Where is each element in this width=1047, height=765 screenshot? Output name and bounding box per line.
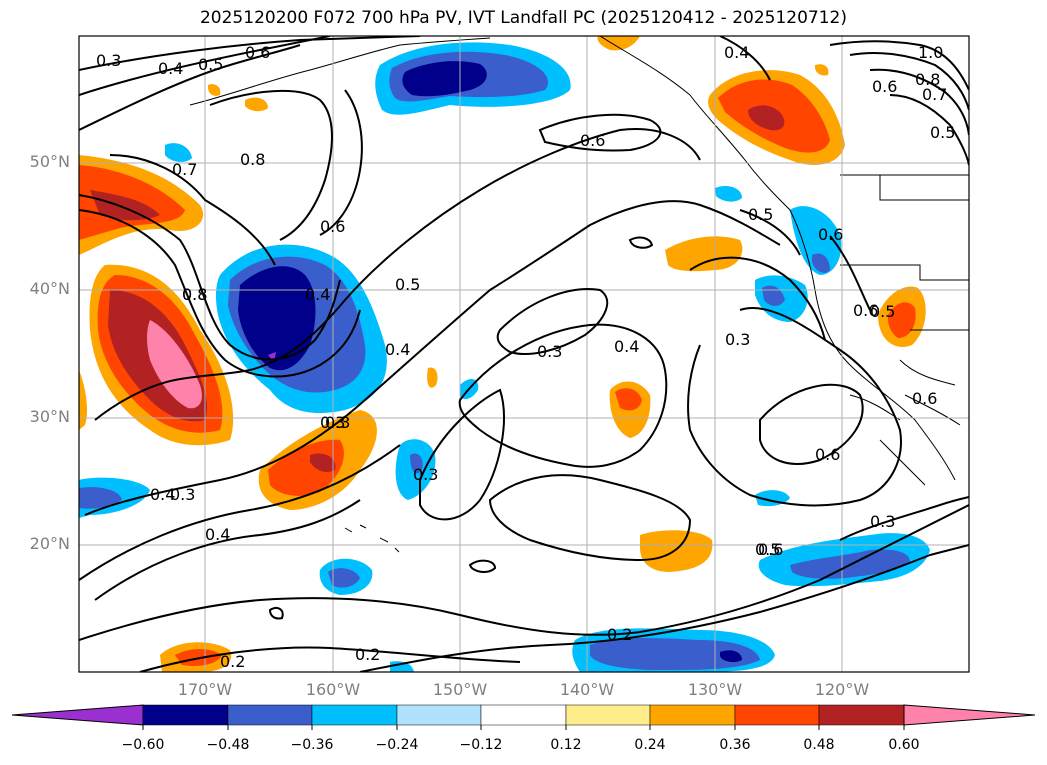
colorbar-segment (565, 704, 651, 726)
contour-label: 0.3 (537, 342, 562, 361)
contour-label: 0.7 (172, 160, 197, 179)
contour-label: 0.3 (413, 465, 438, 484)
colorbar-segment (142, 704, 229, 726)
pv-contours (79, 36, 969, 672)
contour-label: 0.4 (305, 285, 330, 304)
contour-label: 0.2 (220, 652, 245, 671)
contour-label: 0.3 (96, 51, 121, 70)
lat-label-20n: 20°N (29, 534, 70, 553)
contour-label: 0.4 (614, 337, 639, 356)
colorbar-tick-label: 0.12 (550, 737, 582, 753)
contour-label: 0.4 (385, 340, 410, 359)
colorbar-tick-label: −0.60 (121, 737, 165, 753)
contour-label: 0.3 (725, 330, 750, 349)
contour-label: 0.6 (580, 131, 605, 150)
colorbar (11, 704, 1036, 730)
colorbar-tick-label: 0.36 (719, 737, 751, 753)
lon-label-130w: 130°W (687, 680, 743, 699)
colorbar-low-extend (11, 704, 144, 726)
contour-label: 0.6 (853, 301, 878, 320)
contour-label: 0.4 (150, 485, 175, 504)
lon-label-150w: 150°W (432, 680, 488, 699)
contour-label: 0.3 (870, 512, 895, 531)
map-title: 2025120200 F072 700 hPa PV, IVT Landfall… (199, 8, 847, 28)
colorbar-tick-label: −0.48 (206, 737, 250, 753)
contour-label: 0.3 (170, 485, 195, 504)
contour-label: 0.2 (607, 625, 632, 644)
contour-label: 0.5 (395, 275, 420, 294)
gridlines (79, 36, 969, 672)
contour-label: 0.8 (915, 70, 940, 89)
lon-label-140w: 140°W (559, 680, 615, 699)
colorbar-segment (480, 704, 567, 726)
colorbar-tick-label: −0.12 (459, 737, 503, 753)
contour-label: 0.6 (912, 389, 937, 408)
contour-label: 0.5 (930, 123, 955, 142)
colorbar-segment (734, 704, 820, 726)
contour-label: 0.6 (320, 217, 345, 236)
contour-label: 0.6 (818, 225, 843, 244)
colorbar-segment (396, 704, 482, 726)
colorbar-tick-label: −0.24 (375, 737, 419, 753)
coastlines (189, 36, 969, 553)
contour-label: 0.4 (158, 59, 183, 78)
colorbar-segment (649, 704, 736, 726)
colorbar-tick-label: 0.48 (803, 737, 835, 753)
contour-label: 0.5 (755, 540, 780, 559)
contour-label: 0.8 (182, 285, 207, 304)
contour-label: 0.6 (245, 43, 270, 62)
colorbar-segment (818, 704, 905, 726)
contour-label: 0.5 (748, 205, 773, 224)
contour-label: 0.4 (724, 43, 749, 62)
contour-label: 0.5 (870, 302, 895, 321)
contour-label: 0.7 (922, 85, 947, 104)
colorbar-tick-label: 0.60 (888, 737, 920, 753)
contour-label: 0.3 (325, 413, 350, 432)
contour-label: 0.6 (872, 77, 897, 96)
colorbar-high-extend (903, 704, 1036, 726)
lon-label-160w: 160°W (305, 680, 361, 699)
colorbar-tick-label: 0.24 (634, 737, 666, 753)
contour-label: 0.4 (205, 525, 230, 544)
lon-label-120w: 120°W (814, 680, 870, 699)
contour-label: 0.8 (182, 285, 207, 304)
lon-label-170w: 170°W (177, 680, 233, 699)
colorbar-tick-label: −0.36 (290, 737, 334, 753)
contour-label: 0.6 (815, 445, 840, 464)
lat-label-40n: 40°N (29, 279, 70, 298)
lat-label-50n: 50°N (29, 152, 70, 171)
contour-label: 1.0 (918, 43, 943, 62)
contour-label: 0.2 (355, 645, 380, 664)
lat-label-30n: 30°N (29, 407, 70, 426)
contour-label: 0.8 (240, 150, 265, 169)
colorbar-segment (311, 704, 398, 726)
contour-label: 0.3 (320, 413, 345, 432)
contour-label: 0.5 (198, 55, 223, 74)
map-frame (78, 35, 970, 673)
contour-label: 0.6 (758, 540, 783, 559)
contour-labels: 0.3 0.4 0.5 0.6 0.7 0.8 0.8 0.6 0.6 0.5 … (96, 43, 955, 671)
colorbar-segment (227, 704, 313, 726)
